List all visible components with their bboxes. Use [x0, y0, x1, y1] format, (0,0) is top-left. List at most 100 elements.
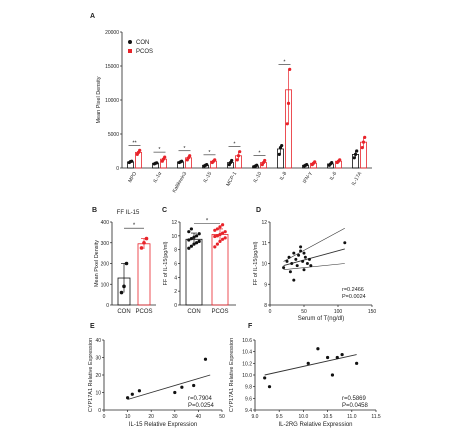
c-point-pcos [215, 227, 219, 231]
c-point-pcos [215, 242, 219, 246]
d-point [290, 262, 294, 265]
a-legend-label-pcos: PCOS [136, 49, 153, 55]
d-point [302, 268, 306, 272]
a-x-tick-label: IL-10 [252, 171, 263, 184]
d-x-tick-label: 150 [368, 309, 377, 315]
d-point [302, 251, 306, 255]
d-y-tick-label: 9 [264, 282, 267, 288]
c-point-con [192, 242, 196, 246]
c-point-pcos [221, 237, 225, 241]
e-point [173, 390, 177, 395]
c-bar-pcos [211, 234, 229, 306]
a-point-con [130, 159, 134, 163]
a-point-con [330, 160, 334, 165]
c-point-con [192, 235, 196, 239]
c-y-tick-label: 12 [171, 220, 177, 226]
e-point [126, 396, 130, 400]
b-title: FF IL-15 [117, 210, 140, 216]
f-point [326, 355, 330, 360]
b-point-pcos [142, 240, 146, 245]
f-annotation-r: r=0.5869 [342, 396, 367, 402]
a-y-tick-label: 0 [116, 166, 119, 172]
c-y-tick-label: 8 [174, 248, 177, 254]
a-point-pcos [288, 67, 292, 71]
f-y-axis-label: CYP17A1 Relative Expression [229, 338, 235, 412]
c-point-pcos [218, 239, 222, 243]
b-y-axis-label: Mean Pixel Density [94, 240, 100, 287]
c-point-pcos [221, 231, 225, 235]
a-point-con [180, 159, 184, 163]
d-y-axis-label: FF of IL-15(pg/ml) [253, 241, 259, 285]
e-x-tick-label: 10 [125, 414, 131, 420]
a-y-tick-label: 5000 [108, 132, 119, 138]
c-y-tick-label: 0 [174, 303, 177, 309]
f-point [306, 361, 310, 365]
b-x-tick-label: CON [117, 309, 130, 315]
a-point-pcos [363, 135, 367, 139]
a-point-con [155, 161, 159, 165]
b-y-tick-label: 200 [101, 262, 110, 268]
b-x-tick-label: PCOS [135, 309, 152, 315]
f-x-tick-label: 11.0 [347, 414, 357, 420]
panel-letter: E [90, 323, 95, 330]
a-x-tick-label: IFN-γ [302, 171, 314, 185]
b-point-pcos [139, 246, 144, 250]
c-point-pcos [215, 234, 219, 238]
c-point-pcos [218, 225, 222, 229]
d-point [301, 259, 305, 263]
e-y-tick-label: 10 [95, 391, 101, 397]
e-x-axis-label: IL-15 Relative Expression [129, 422, 197, 428]
d-x-axis-label: Serum of T(ng/dl) [298, 316, 345, 322]
c-y-tick-label: 6 [174, 262, 177, 268]
b-y-tick-label: 0 [106, 303, 109, 309]
a-point-pcos [285, 122, 289, 126]
a-point-pcos [360, 146, 364, 150]
c-point-con [195, 234, 199, 238]
d-annotation-p: P=0.0024 [342, 294, 366, 300]
a-x-tick-label: IL-6 [329, 171, 339, 182]
d-point [294, 257, 298, 261]
a-point-con [205, 163, 209, 167]
c-x-tick-label: CON [187, 309, 200, 315]
c-y-tick-label: 10 [171, 234, 177, 240]
d-x-tick-label: 0 [269, 309, 272, 315]
c-point-pcos [213, 245, 217, 249]
c-point-con [189, 237, 193, 241]
c-point-pcos [218, 232, 222, 237]
panel-letter: A [90, 13, 95, 20]
e-y-tick-label: 0 [98, 408, 101, 414]
d-point [299, 245, 303, 249]
d-ci-upper [283, 227, 345, 262]
d-point [288, 270, 292, 274]
a-y-tick-label: 10000 [105, 98, 119, 104]
a-point-con [355, 149, 359, 153]
a-x-tick-label: IL-8 [279, 171, 289, 182]
f-y-tick-label: 9.8 [245, 385, 252, 391]
e-x-tick-label: 0 [103, 414, 106, 420]
f-x-tick-label: 9.5 [276, 414, 283, 420]
f-point [267, 385, 272, 389]
b-y-tick-label: 100 [101, 282, 110, 288]
a-point-pcos [313, 160, 317, 164]
c-point-con [197, 239, 201, 243]
d-point [297, 253, 301, 257]
a-point-pcos [338, 158, 342, 162]
e-annotation-p: P=0.0254 [188, 403, 215, 409]
d-point [303, 255, 307, 259]
a-y-tick-label: 20000 [105, 30, 119, 36]
f-y-tick-label: 10.0 [242, 373, 252, 379]
a-sig-marker: * [158, 147, 161, 153]
a-legend-marker-pcos [128, 49, 132, 53]
e-y-axis-label: CYP17A1 Relative Expression [88, 338, 94, 412]
a-point-pcos [263, 158, 267, 163]
d-y-tick-label: 8 [264, 303, 267, 309]
a-point-pcos [286, 101, 291, 105]
d-ci-lower [283, 263, 345, 271]
e-y-tick-label: 20 [95, 373, 101, 379]
a-sig-marker: * [183, 146, 186, 152]
c-point-con [189, 244, 193, 248]
f-point [316, 347, 320, 351]
a-sig-marker: * [208, 150, 211, 156]
e-x-tick-label: 50 [219, 414, 225, 420]
a-sig-marker: * [258, 151, 261, 157]
